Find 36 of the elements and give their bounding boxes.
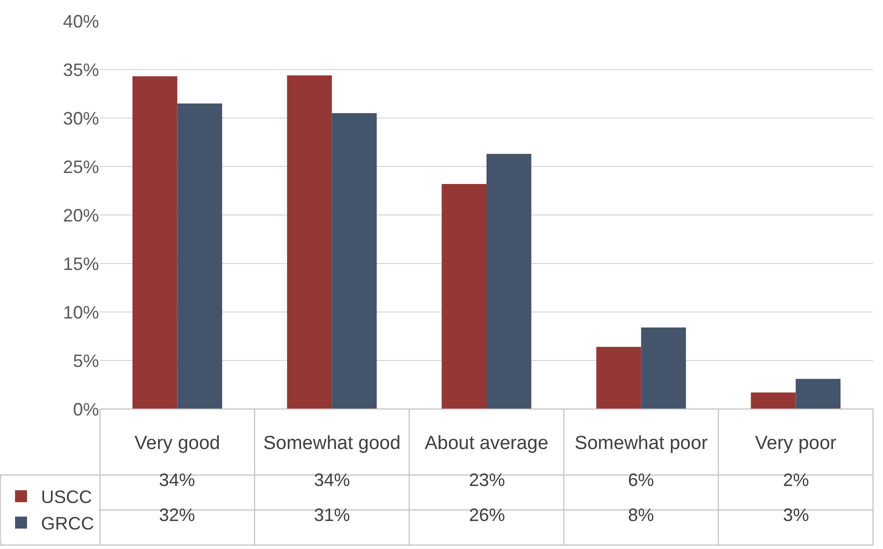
data-label: 23% — [469, 470, 506, 490]
y-tick-label: 35% — [62, 60, 99, 80]
y-tick-label: 30% — [62, 108, 99, 128]
y-tick-label: 25% — [62, 156, 99, 177]
bar — [287, 75, 332, 409]
bar — [177, 103, 222, 409]
data-label: 2% — [783, 470, 810, 490]
data-label: 34% — [314, 470, 350, 490]
data-label: 32% — [159, 505, 196, 525]
bar — [442, 184, 486, 409]
bar — [641, 328, 686, 409]
x-tick-label: Very good — [134, 433, 220, 454]
y-tick-label: 5% — [72, 350, 99, 371]
bar — [796, 378, 841, 409]
legend-label: USCC — [41, 487, 92, 508]
data-label: 31% — [314, 505, 350, 525]
bar — [750, 392, 796, 409]
bar — [596, 346, 642, 409]
data-label: 26% — [469, 505, 506, 525]
y-tick-label: 15% — [62, 254, 99, 274]
y-tick-label: 40% — [62, 11, 99, 32]
data-label: 3% — [783, 505, 810, 525]
x-tick-label: Somewhat good — [263, 433, 401, 454]
legend-label: GRCC — [41, 514, 94, 534]
data-label: 34% — [159, 470, 196, 490]
bar — [132, 76, 178, 409]
y-tick-label: 20% — [62, 205, 99, 226]
y-tick-label: 0% — [72, 399, 99, 420]
x-tick-label: Very poor — [755, 433, 838, 454]
bar — [332, 113, 377, 409]
x-tick-label: About average — [424, 433, 548, 454]
data-label: 6% — [628, 470, 654, 490]
data-label: 8% — [628, 505, 654, 525]
y-tick-label: 10% — [62, 302, 99, 322]
x-tick-label: Somewhat poor — [574, 433, 708, 454]
bar — [486, 154, 532, 409]
